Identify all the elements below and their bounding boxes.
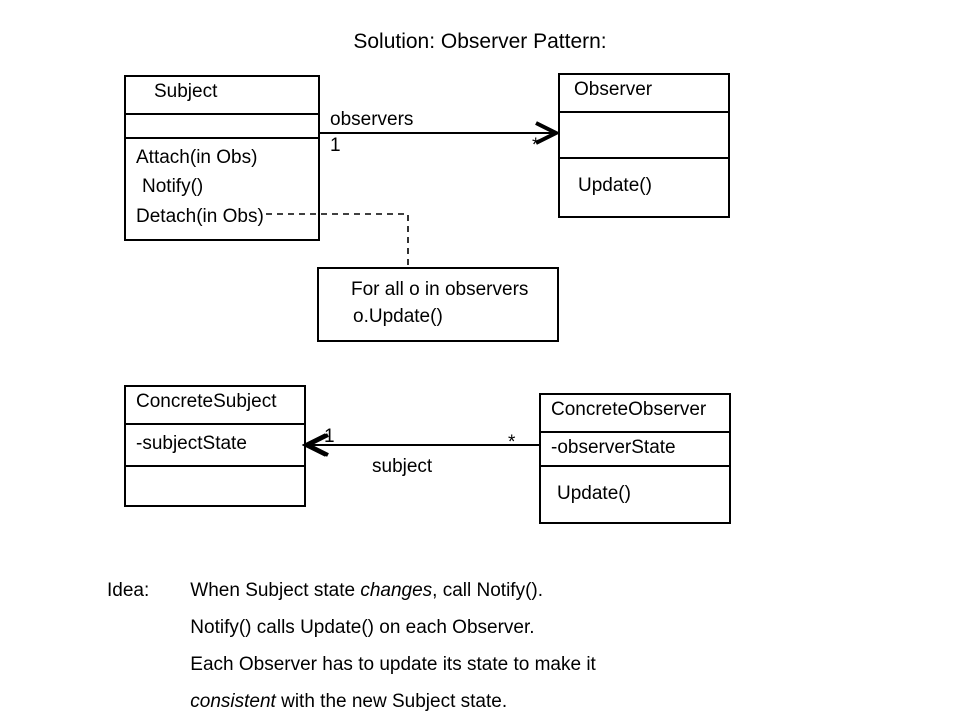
class-observer: Observer Update() — [558, 73, 730, 218]
idea-l4-em: consistent — [190, 691, 281, 712]
assoc1-mult-right: * — [532, 135, 539, 157]
class-subject-ops: Attach(in Obs) Notify() Detach(in Obs) — [126, 139, 318, 239]
idea-line-3: Each Observer has to update its state to… — [190, 646, 830, 683]
op-update-observer: Update() — [578, 171, 718, 200]
idea-line-4: consistent with the new Subject state. — [190, 683, 830, 720]
op-attach: Attach(in Obs) — [136, 143, 308, 172]
idea-l1-post: , call Notify(). — [432, 580, 543, 601]
idea-l1-pre: When Subject state — [190, 580, 360, 601]
class-concrete-subject-attrs: -subjectState — [126, 425, 304, 467]
note-line2: o.Update() — [331, 304, 545, 331]
class-subject: Subject Attach(in Obs) Notify() Detach(i… — [124, 75, 320, 241]
assoc1-mult-left: 1 — [330, 135, 341, 157]
class-concrete-subject-name: ConcreteSubject — [126, 387, 304, 425]
idea-line-2: Notify() calls Update() on each Observer… — [190, 609, 830, 646]
assoc2-mult-right: * — [508, 432, 515, 454]
attr-subjectstate: -subjectState — [136, 433, 294, 455]
idea-label: Idea: — [107, 572, 185, 609]
class-observer-attrs — [560, 113, 728, 159]
op-detach: Detach(in Obs) — [136, 202, 308, 231]
class-subject-name: Subject — [126, 77, 318, 115]
idea-block: Idea: When Subject state changes, call N… — [107, 572, 867, 720]
note-line1: For all o in observers — [331, 277, 545, 304]
assoc1-label: observers — [330, 109, 413, 131]
attr-observerstate: -observerState — [551, 437, 719, 459]
class-concrete-observer-name: ConcreteObserver — [541, 395, 729, 433]
class-concrete-observer: ConcreteObserver -observerState Update() — [539, 393, 731, 524]
idea-l3-pre: Each Observer has to update its state to… — [190, 654, 596, 675]
idea-line-1: When Subject state changes, call Notify(… — [190, 572, 830, 609]
class-concrete-subject: ConcreteSubject -subjectState — [124, 385, 306, 507]
assoc2-label: subject — [372, 456, 432, 478]
op-notify: Notify() — [136, 172, 308, 201]
class-subject-attrs — [126, 115, 318, 139]
diagram-title: Solution: Observer Pattern: — [0, 30, 960, 54]
idea-l4-post: with the new Subject state. — [281, 691, 507, 712]
idea-l2-pre: Notify() calls Update() on each Observer… — [190, 617, 534, 638]
note-notify: For all o in observers o.Update() — [317, 267, 559, 342]
class-observer-ops: Update() — [560, 159, 728, 216]
idea-l1-em: changes — [360, 580, 432, 601]
class-concrete-observer-ops: Update() — [541, 467, 729, 522]
op-update-concrete: Update() — [557, 479, 719, 508]
class-observer-name: Observer — [560, 75, 728, 113]
assoc2-mult-left: 1 — [324, 426, 335, 448]
class-concrete-subject-ops — [126, 467, 304, 505]
class-concrete-observer-attrs: -observerState — [541, 433, 729, 467]
